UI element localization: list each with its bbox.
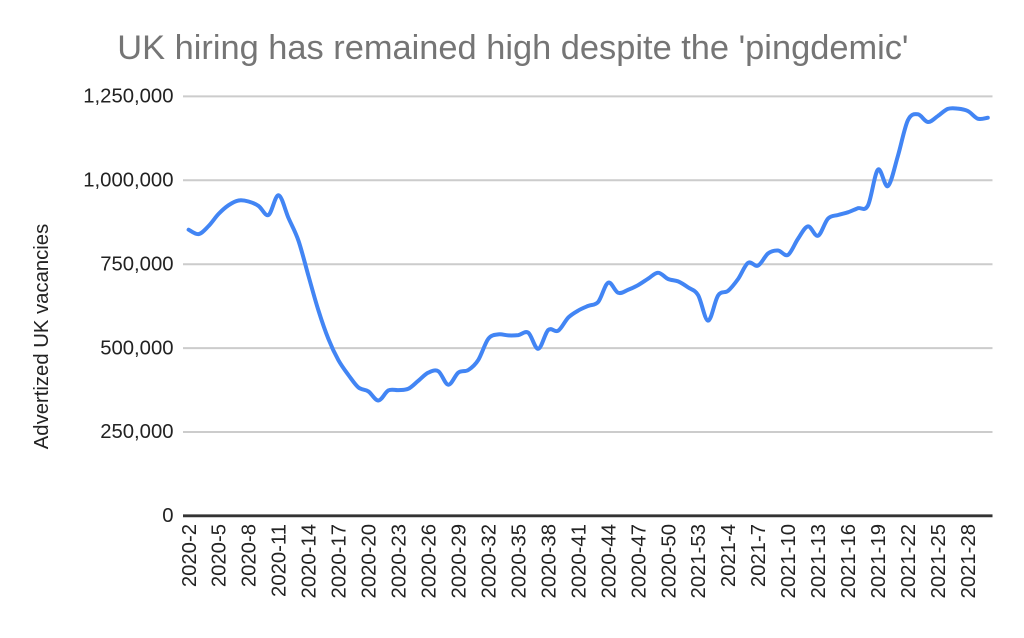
svg-text:2021-28: 2021-28: [958, 524, 980, 598]
svg-text:2021-53: 2021-53: [688, 524, 710, 598]
svg-text:2020-5: 2020-5: [209, 524, 231, 587]
svg-text:2020-26: 2020-26: [419, 524, 441, 598]
svg-text:2020-35: 2020-35: [508, 524, 530, 598]
svg-text:2020-47: 2020-47: [628, 524, 650, 598]
svg-text:2020-23: 2020-23: [389, 524, 411, 598]
svg-text:2020-29: 2020-29: [449, 524, 471, 598]
svg-text:2020-14: 2020-14: [299, 524, 321, 598]
svg-text:2020-50: 2020-50: [658, 524, 680, 598]
svg-text:Advertized UK vacancies: Advertized UK vacancies: [31, 224, 53, 449]
svg-text:750,000: 750,000: [100, 253, 173, 275]
svg-text:500,000: 500,000: [100, 337, 173, 359]
svg-text:2020-38: 2020-38: [538, 524, 560, 598]
svg-text:2021-19: 2021-19: [868, 524, 890, 598]
svg-text:2020-11: 2020-11: [269, 524, 291, 597]
svg-text:2020-2: 2020-2: [179, 524, 201, 587]
svg-text:2020-32: 2020-32: [478, 524, 500, 598]
svg-text:2020-17: 2020-17: [329, 524, 351, 598]
svg-text:2021-22: 2021-22: [898, 524, 920, 598]
svg-text:1,250,000: 1,250,000: [83, 86, 173, 108]
svg-text:2021-13: 2021-13: [808, 524, 830, 598]
svg-text:0: 0: [162, 505, 173, 527]
svg-text:2020-20: 2020-20: [359, 524, 381, 598]
svg-text:2020-44: 2020-44: [598, 524, 620, 598]
svg-text:2021-7: 2021-7: [748, 524, 770, 587]
svg-text:2021-16: 2021-16: [838, 524, 860, 598]
svg-text:UK hiring has remained high de: UK hiring has remained high despite the …: [117, 29, 908, 67]
svg-text:250,000: 250,000: [100, 421, 173, 443]
svg-text:1,000,000: 1,000,000: [83, 170, 173, 192]
svg-text:2021-4: 2021-4: [718, 524, 740, 587]
svg-text:2020-41: 2020-41: [568, 524, 590, 598]
svg-text:2020-8: 2020-8: [239, 524, 261, 587]
svg-text:2021-10: 2021-10: [778, 524, 800, 598]
svg-text:2021-25: 2021-25: [928, 524, 950, 598]
